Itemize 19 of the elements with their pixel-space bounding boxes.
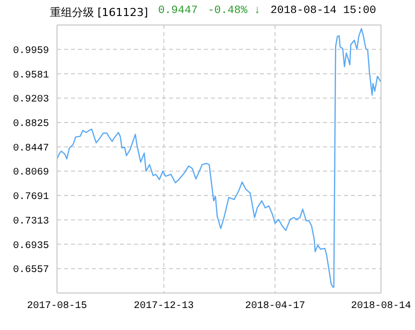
y-tick-label: 0.7313 bbox=[12, 216, 49, 228]
x-tick-label: 2017-12-13 bbox=[134, 301, 194, 312]
line-series bbox=[57, 28, 381, 288]
chart-title: 重组分级 [161123] bbox=[50, 5, 148, 20]
x-tick-label: 2018-04-17 bbox=[245, 301, 306, 312]
y-tick-label: 0.8825 bbox=[12, 119, 49, 130]
y-tick-label: 0.8447 bbox=[12, 143, 49, 154]
text: 0.9447 bbox=[158, 5, 198, 19]
y-tick-label: 0.9581 bbox=[12, 70, 49, 82]
y-tick-label: 0.9959 bbox=[12, 46, 49, 57]
text: 2018-08-14 15:00 bbox=[270, 5, 376, 19]
x-tick-label: 2018-08-14 bbox=[350, 301, 412, 312]
y-tick-label: 0.6557 bbox=[12, 265, 49, 276]
y-tick-label: 0.8069 bbox=[12, 168, 49, 179]
text: -0.48% ↓ bbox=[208, 5, 260, 19]
x-tick-label: 2017-08-15 bbox=[26, 301, 88, 312]
y-tick-label: 0.9203 bbox=[12, 94, 49, 106]
y-tick-label: 0.7691 bbox=[12, 192, 49, 204]
y-tick-label: 0.6935 bbox=[12, 240, 49, 252]
